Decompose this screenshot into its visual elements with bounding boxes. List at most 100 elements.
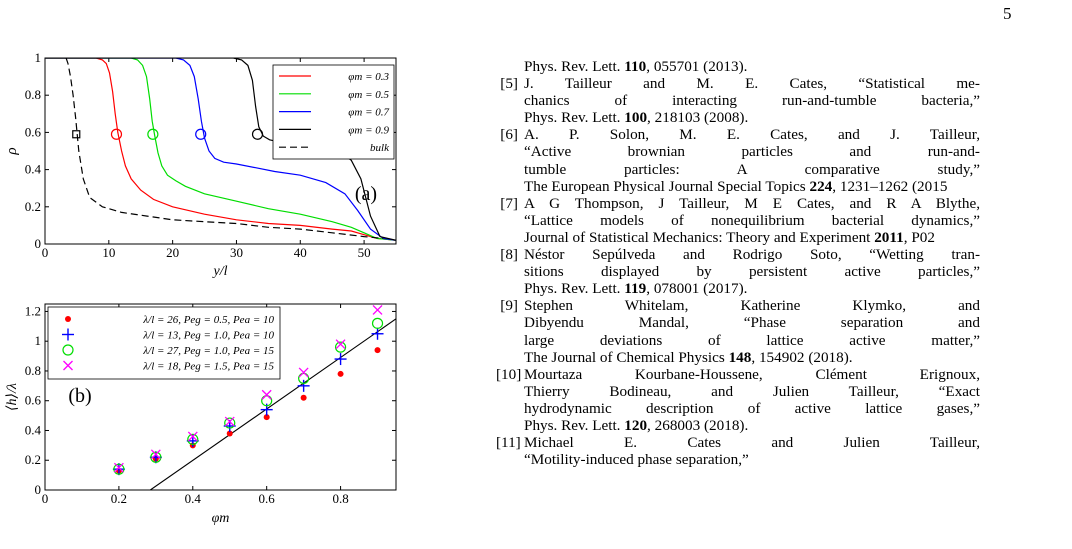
data-point [150, 449, 161, 460]
y-axis-label: ⟨h⟩/λ [5, 383, 20, 411]
y-tick-label: 1.2 [25, 303, 41, 318]
x-tick-label: 0.2 [111, 491, 127, 506]
legend-entry: φm = 0.3 [348, 71, 389, 83]
y-tick-label: 0 [35, 482, 42, 497]
reference-line: Michael E. Cates and Julien Tailleur, [524, 434, 980, 452]
reference-number: [5] [500, 75, 518, 93]
reference-line: Phys. Rev. Lett. 110, 055701 (2013). [524, 58, 748, 75]
reference-line: sitions displayed by persistent active p… [524, 263, 980, 281]
x-tick-label: 30 [230, 245, 243, 260]
reference-line: “Active brownian particles and run-and- [524, 143, 980, 161]
reference-line: Journal of Statistical Mechanics: Theory… [524, 228, 935, 246]
legend-entry: λ/l = 13, Peg = 1.0, Pea = 10 [142, 330, 274, 342]
legend-box [47, 306, 281, 380]
data-point [149, 451, 162, 464]
reference-item: [5] J. Tailleur and M. E. Cates, “Statist… [496, 75, 1072, 126]
data-point [187, 433, 199, 446]
data-point [113, 462, 124, 473]
data-point [297, 379, 310, 392]
reference-line: A G Thompson, J Tailleur, M E Cates, and… [524, 194, 980, 212]
reference-line: Phys. Rev. Lett. 120, 268003 (2018). [524, 416, 749, 434]
reference-line: chanics of interacting run-and-tumble ba… [524, 92, 980, 110]
legend-entry: λ/l = 26, Peg = 0.5, Pea = 10 [142, 314, 274, 326]
y-tick-label: 1 [35, 50, 42, 65]
series-line [45, 58, 396, 241]
series-line [45, 58, 396, 241]
data-point [226, 430, 233, 437]
reference-line: J. Tailleur and M. E. Cates, “Statistica… [524, 75, 980, 93]
x-tick-label: 20 [166, 245, 179, 260]
legend-swatch [62, 344, 74, 356]
reference-line: large deviations of lattice active matte… [524, 331, 980, 349]
legend-swatch [63, 360, 73, 371]
series-marker [195, 128, 207, 140]
y-tick-label: 0 [35, 236, 42, 251]
legend-entry: λ/l = 27, Peg = 1.0, Pea = 15 [142, 345, 274, 357]
x-axis-label: y/l [212, 264, 228, 279]
data-point [300, 394, 307, 401]
data-point [372, 304, 383, 315]
legend-entry: φm = 0.9 [348, 124, 389, 136]
axes-frame [44, 303, 397, 491]
reference-item: [7] A G Thompson, J Tailleur, M E Cates, … [496, 195, 1072, 246]
data-point [298, 367, 309, 378]
reference-line: Phys. Rev. Lett. 119, 078001 (2017). [524, 280, 748, 298]
data-point [335, 339, 346, 350]
reference-line: Stephen Whitelam, Katherine Klymko, and [524, 297, 980, 315]
series-marker [72, 130, 81, 139]
data-point [371, 317, 384, 329]
data-point [298, 372, 310, 384]
x-tick-label: 50 [358, 245, 371, 260]
reference-number: [6] [500, 126, 518, 144]
fit-line [149, 318, 396, 490]
series-line [65, 58, 384, 239]
plot-area [112, 304, 396, 490]
series-line [45, 58, 396, 241]
data-point [261, 389, 272, 400]
legend-entry: φm = 0.7 [348, 107, 389, 119]
reference-line: The Journal of Chemical Physics 148, 154… [524, 348, 853, 366]
y-tick-label: 1 [35, 333, 42, 348]
reference-item: Phys. Rev. Lett. 110, 055701 (2013). [496, 58, 1072, 75]
data-point [224, 416, 235, 427]
chart-panel-b: 0 0.2 0.4 0.6 0.8 0 0.2 0.4 0.6 0.8 1 1.2 λ/l = 26, … [5, 303, 397, 526]
series-marker [147, 128, 159, 140]
data-point [261, 395, 273, 407]
reference-number: [11] [496, 434, 521, 452]
y-tick-label: 0.4 [25, 162, 42, 177]
y-tick-label: 0.8 [25, 87, 41, 102]
reference-line: A. P. Solon, M. E. Cates, and J. Tailleu… [524, 126, 980, 144]
legend-entry: bulk [370, 142, 390, 154]
reference-number: [7] [500, 194, 518, 212]
legend-swatch [62, 328, 74, 341]
x-tick-label: 40 [294, 245, 307, 260]
x-tick-label: 0 [42, 245, 49, 260]
reference-line: Dibyendu Mandal, “Phase separation and [524, 314, 980, 332]
data-point [334, 341, 347, 353]
data-point [113, 463, 125, 475]
reference-item: [6] A. P. Solon, M. E. Cates, and J. Tail… [496, 126, 1072, 194]
data-point [337, 370, 344, 377]
x-tick-label: 0 [42, 491, 49, 506]
legend-swatch [65, 316, 71, 322]
reference-line: “Lattice models of nonequilibrium bacter… [524, 211, 980, 229]
reference-line: Thierry Bodineau, and Julien Tailleur, “… [524, 382, 980, 400]
reference-line: “Motility-induced phase separation,” [524, 451, 749, 469]
reference-line: hydrodynamic description of active latti… [524, 399, 980, 417]
y-tick-label: 0.6 [25, 124, 42, 139]
data-point [374, 347, 381, 354]
reference-item: [11] Michael E. Cates and Julien Tailleur… [496, 434, 1072, 468]
panel-label: (a) [355, 183, 377, 205]
reference-line: Phys. Rev. Lett. 100, 218103 (2008). [524, 109, 749, 127]
reference-line: Néstor Sepúlveda and Rodrigo Soto, “Wett… [524, 246, 980, 264]
data-point [334, 353, 347, 366]
data-point [224, 417, 236, 429]
y-tick-label: 0.2 [25, 452, 41, 467]
reference-item: [9] Stephen Whitelam, Katherine Klymko, a… [496, 297, 1072, 365]
y-tick-label: 0.4 [25, 422, 42, 437]
series-marker [110, 128, 123, 140]
page-number: 5 [1003, 4, 1012, 23]
y-axis-label: ρ [4, 147, 20, 155]
reference-item: [8] Néstor Sepúlveda and Rodrigo Soto, “W… [496, 246, 1072, 297]
